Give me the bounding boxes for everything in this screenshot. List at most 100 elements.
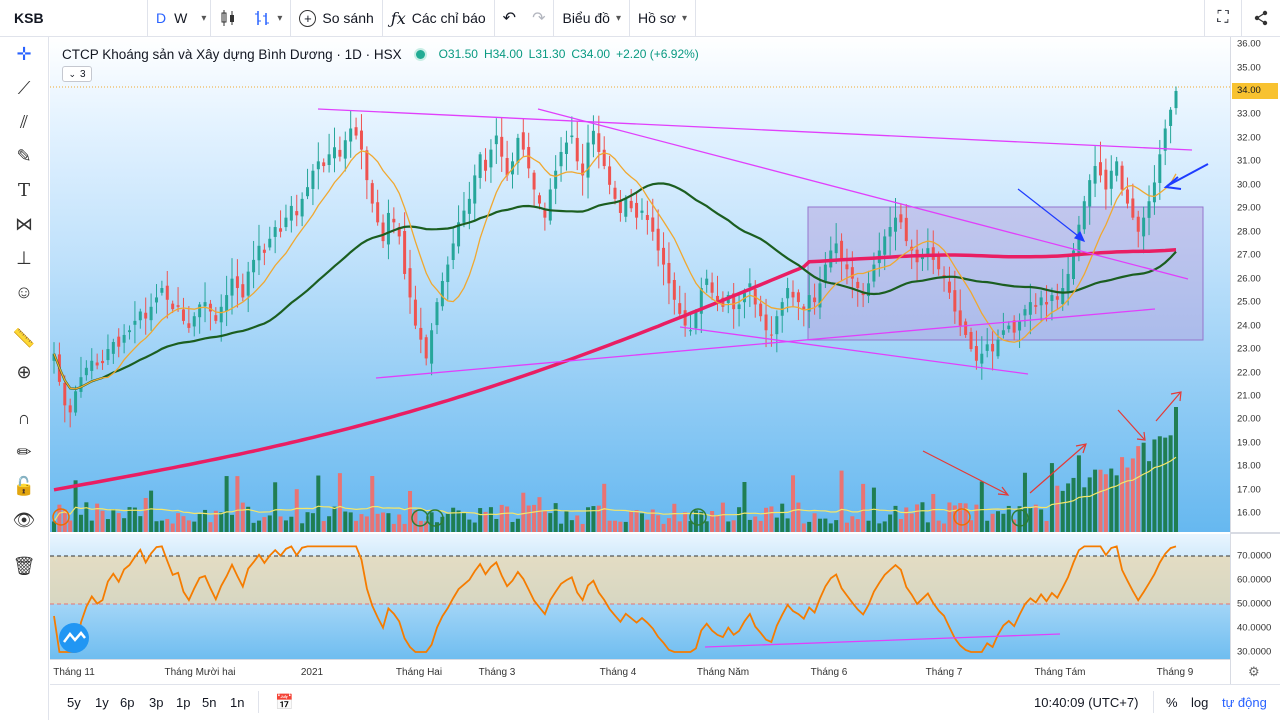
price-axis[interactable]: 36.00 35.00 34.00 33.00 32.00 31.00 30.00 29.00… (1230, 37, 1280, 684)
zoom-tool[interactable]: ⊕ (9, 357, 39, 387)
magnet-tool[interactable]: ∩ (9, 403, 39, 433)
range-3m-button[interactable]: 3p (149, 695, 164, 710)
time-axis[interactable]: Tháng 11 Tháng Mười hai 2021 Tháng Hai T… (50, 659, 1230, 684)
interval-weekly-button[interactable]: W (174, 10, 188, 26)
text-tool[interactable]: T (9, 175, 39, 205)
fullscreen-button[interactable]: ⛶ (1205, 0, 1241, 37)
price-axis-label: 28.00 (1237, 226, 1261, 238)
red-arrow-1[interactable] (922, 450, 1008, 495)
crosshair-tool[interactable]: ✛ (9, 39, 39, 69)
tradingview-logo[interactable] (59, 623, 89, 653)
hide-tool[interactable]: 👁 (9, 505, 39, 535)
interval-chevron-down-icon[interactable]: ▾ (201, 12, 207, 24)
candle-body (937, 255, 941, 270)
chart-menu-button[interactable]: Biểu đồ ▾ (554, 0, 629, 37)
rsi-pane[interactable] (50, 534, 1230, 659)
dividend-marker[interactable] (52, 508, 70, 526)
rsi-axis-label: 70.0000 (1237, 550, 1272, 562)
red-arrow-3[interactable] (1117, 409, 1145, 440)
series-legend[interactable]: CTCP Khoáng sản và Xây dựng Bình Dương ·… (62, 44, 699, 64)
auto-scale-toggle[interactable]: tự động (1222, 695, 1267, 710)
volume-bar (197, 514, 202, 532)
dividend-marker[interactable] (953, 508, 971, 526)
log-scale-toggle[interactable]: log (1191, 695, 1209, 710)
candle-body (543, 209, 547, 218)
compare-button[interactable]: + So sánh (291, 0, 381, 37)
share-button[interactable] (1242, 0, 1280, 37)
volume-bar (1039, 509, 1044, 532)
candle-body (370, 183, 374, 204)
chevron-down-icon[interactable]: ▾ (277, 12, 283, 24)
interval-daily-button[interactable]: D (156, 10, 167, 26)
bars-style-button[interactable]: ▾ (245, 0, 290, 37)
volume-bar (995, 511, 1000, 532)
timezone-clock[interactable]: 10:40:09 (UTC+7) (1034, 695, 1139, 710)
earnings-marker[interactable] (426, 509, 444, 527)
lock-drawing-tool[interactable]: ✏ (9, 437, 39, 467)
candle-body (845, 264, 849, 270)
trendline-support[interactable] (375, 308, 1156, 379)
volume-bar (828, 523, 833, 532)
volume-bar (488, 507, 493, 532)
indicators-collapse-button[interactable]: ⌄ 3 (62, 66, 92, 82)
fib-tool[interactable]: ⫽ (9, 107, 39, 137)
candle-body (602, 149, 606, 167)
earnings-marker[interactable] (1011, 509, 1029, 527)
candle-body (958, 310, 962, 326)
range-5y-button[interactable]: 5y (67, 695, 81, 710)
event-markers[interactable] (52, 508, 1029, 527)
red-arrow-2[interactable] (1029, 444, 1086, 494)
range-1y-button[interactable]: 1y (95, 695, 109, 710)
red-arrow-4[interactable] (1155, 392, 1181, 422)
chart-area[interactable]: Tháng 11 Tháng Mười hai 2021 Tháng Hai T… (50, 37, 1230, 684)
candle-body (1163, 128, 1167, 151)
indicators-button[interactable]: ƒx Các chỉ báo (383, 0, 494, 37)
volume-bar (294, 489, 299, 532)
goto-date-button[interactable]: 📅 (275, 693, 294, 711)
trendline-tool[interactable]: ⟋ (9, 73, 39, 103)
symbol-search[interactable]: KSB (14, 10, 44, 26)
volume-bar (116, 513, 121, 532)
pane-separator[interactable] (1231, 532, 1280, 534)
range-6m-button[interactable]: 6p (120, 695, 135, 710)
volume-bar (84, 502, 89, 532)
volume-bar (774, 517, 779, 532)
pattern-tool[interactable]: ⋈ (9, 209, 39, 239)
brush-tool[interactable]: ✎ (9, 141, 39, 171)
trendline-descending[interactable] (537, 108, 1189, 280)
gear-icon[interactable]: ⚙ (1248, 664, 1260, 679)
percent-scale-toggle[interactable]: % (1166, 695, 1178, 710)
candle-body (1093, 166, 1097, 184)
icons-tool[interactable]: ☺ (9, 277, 39, 307)
range-5d-button[interactable]: 5n (202, 695, 217, 710)
price-pane[interactable] (50, 37, 1230, 532)
red-arrows[interactable] (922, 391, 1182, 496)
volume-bar (688, 521, 693, 532)
range-1m-button[interactable]: 1p (176, 695, 191, 710)
prediction-tool[interactable]: ⊥ (9, 243, 39, 273)
trendline-top[interactable] (317, 108, 1193, 151)
redo-button[interactable]: ↷ (524, 0, 553, 37)
candle-body (181, 309, 185, 321)
remove-tool[interactable]: 🗑 (9, 551, 39, 581)
blue-arrow-1[interactable] (1017, 188, 1083, 240)
blue-arrow-2[interactable] (1166, 163, 1209, 187)
candle-body (667, 262, 671, 284)
profile-menu-button[interactable]: Hồ sơ ▾ (630, 0, 695, 37)
trendline-lower[interactable] (679, 326, 1029, 375)
candles-style-button[interactable] (211, 0, 245, 37)
earnings-marker[interactable] (411, 509, 429, 527)
price-axis-label: 31.00 (1237, 155, 1261, 167)
volume-bar (537, 497, 542, 532)
lock-all-tool[interactable]: 🔓 (9, 471, 39, 501)
volume-bar (693, 510, 698, 532)
earnings-marker[interactable] (689, 508, 707, 526)
undo-button[interactable]: ↶ (495, 0, 524, 37)
blue-arrows[interactable] (1017, 163, 1209, 242)
ruler-tool[interactable]: 📏 (9, 323, 39, 353)
trendlines[interactable] (317, 108, 1193, 379)
rsi-trendline[interactable] (704, 633, 1061, 648)
volume-bar (575, 515, 580, 532)
candle-body (672, 279, 676, 300)
range-1d-button[interactable]: 1n (230, 695, 245, 710)
